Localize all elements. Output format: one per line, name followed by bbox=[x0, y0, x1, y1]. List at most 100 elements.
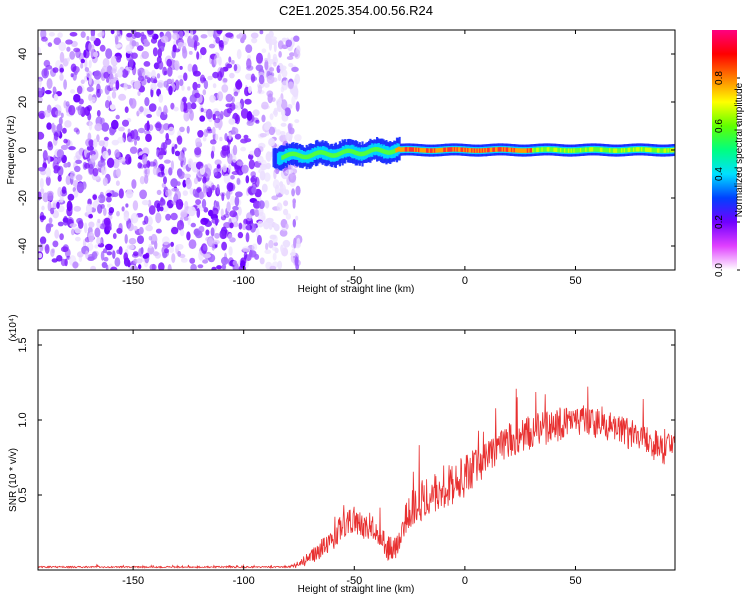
y-tick-label: 0 bbox=[17, 147, 29, 153]
noise-speckle bbox=[190, 263, 197, 270]
signal-core bbox=[403, 147, 406, 152]
noise-speckle bbox=[66, 57, 71, 62]
snr-x-label: Height of straight line (km) bbox=[298, 584, 415, 595]
noise-speckle bbox=[75, 48, 81, 59]
noise-speckle bbox=[56, 201, 60, 209]
noise-speckle bbox=[249, 250, 257, 258]
noise-speckle bbox=[143, 61, 151, 67]
noise-speckle bbox=[192, 70, 201, 77]
signal-core bbox=[487, 147, 490, 153]
noise-speckle bbox=[138, 70, 142, 81]
signal-mid bbox=[276, 153, 280, 165]
signal-core bbox=[495, 147, 498, 152]
signal-core bbox=[483, 148, 486, 153]
signal-mid bbox=[278, 151, 281, 166]
signal-core bbox=[360, 151, 364, 157]
signal-core bbox=[575, 148, 579, 153]
signal-core bbox=[512, 147, 515, 153]
noise-speckle bbox=[180, 101, 185, 113]
noise-speckle bbox=[111, 139, 120, 146]
noise-speckle bbox=[164, 248, 169, 254]
noise-speckle bbox=[261, 183, 268, 193]
noise-speckle bbox=[59, 233, 64, 241]
y-tick-label: 20 bbox=[17, 96, 29, 108]
noise-speckle bbox=[129, 98, 137, 109]
noise-speckle bbox=[268, 138, 276, 147]
noise-speckle bbox=[291, 66, 299, 73]
signal-core bbox=[518, 148, 521, 153]
signal-core bbox=[668, 148, 671, 153]
noise-speckle bbox=[142, 254, 149, 259]
noise-speckle bbox=[164, 168, 168, 176]
noise-speckle bbox=[291, 188, 295, 197]
signal-core bbox=[427, 148, 430, 153]
noise-speckle bbox=[100, 250, 105, 261]
noise-speckle bbox=[183, 111, 190, 122]
noise-speckle bbox=[245, 224, 253, 231]
noise-speckle bbox=[162, 251, 168, 259]
noise-speckle bbox=[157, 80, 165, 89]
noise-speckle bbox=[137, 90, 141, 97]
noise-speckle bbox=[130, 212, 139, 224]
noise-speckle bbox=[110, 55, 118, 67]
noise-speckle bbox=[293, 35, 300, 42]
signal-core bbox=[331, 153, 334, 158]
noise-speckle bbox=[250, 175, 258, 185]
noise-speckle bbox=[211, 217, 220, 224]
noise-speckle bbox=[53, 131, 59, 141]
noise-speckle bbox=[177, 250, 182, 257]
noise-speckle bbox=[156, 202, 161, 212]
noise-speckle bbox=[195, 199, 202, 205]
noise-speckle bbox=[256, 52, 263, 64]
noise-speckle bbox=[38, 79, 42, 87]
noise-speckle bbox=[155, 228, 162, 234]
noise-speckle bbox=[261, 101, 269, 110]
noise-speckle bbox=[125, 44, 133, 54]
signal-core bbox=[658, 148, 661, 153]
signal-core bbox=[506, 147, 510, 152]
noise-speckle bbox=[146, 30, 154, 35]
noise-speckle bbox=[250, 73, 256, 83]
noise-speckle bbox=[86, 36, 90, 41]
noise-speckle bbox=[283, 171, 288, 179]
noise-speckle bbox=[228, 246, 233, 256]
noise-speckle bbox=[170, 212, 178, 221]
noise-speckle bbox=[39, 236, 47, 245]
signal-core bbox=[537, 147, 540, 152]
signal-core bbox=[643, 147, 646, 152]
noise-speckle bbox=[70, 63, 77, 73]
noise-speckle bbox=[232, 221, 239, 228]
signal-core bbox=[644, 147, 648, 152]
signal-core bbox=[533, 147, 536, 153]
noise-speckle bbox=[124, 154, 132, 165]
noise-speckle bbox=[132, 200, 139, 211]
noise-speckle bbox=[188, 239, 197, 250]
noise-speckle bbox=[176, 135, 183, 145]
noise-speckle bbox=[221, 84, 229, 93]
signal-core bbox=[435, 148, 438, 153]
noise-speckle bbox=[152, 166, 158, 176]
noise-speckle bbox=[293, 85, 298, 90]
noise-speckle bbox=[154, 240, 158, 250]
signal-core bbox=[579, 147, 583, 153]
noise-speckle bbox=[275, 129, 281, 136]
signal-core bbox=[383, 149, 386, 154]
noise-speckle bbox=[86, 152, 91, 162]
noise-speckle bbox=[271, 195, 279, 201]
noise-speckle bbox=[251, 186, 257, 194]
signal-core bbox=[400, 147, 403, 152]
signal-core bbox=[422, 148, 425, 153]
noise-speckle bbox=[243, 218, 248, 225]
signal-core bbox=[447, 147, 450, 152]
signal-core bbox=[532, 148, 535, 153]
noise-speckle bbox=[43, 109, 51, 118]
noise-speckle bbox=[272, 57, 279, 64]
noise-speckle bbox=[59, 195, 64, 203]
colorbar-label: Normalized spectral amplitude bbox=[734, 82, 745, 217]
spectrogram-y-label: Frequency (Hz) bbox=[6, 116, 17, 185]
noise-speckle bbox=[94, 227, 101, 238]
noise-speckle bbox=[200, 34, 208, 39]
noise-speckle bbox=[90, 265, 96, 270]
noise-speckle bbox=[264, 122, 271, 131]
noise-speckle bbox=[294, 119, 300, 124]
